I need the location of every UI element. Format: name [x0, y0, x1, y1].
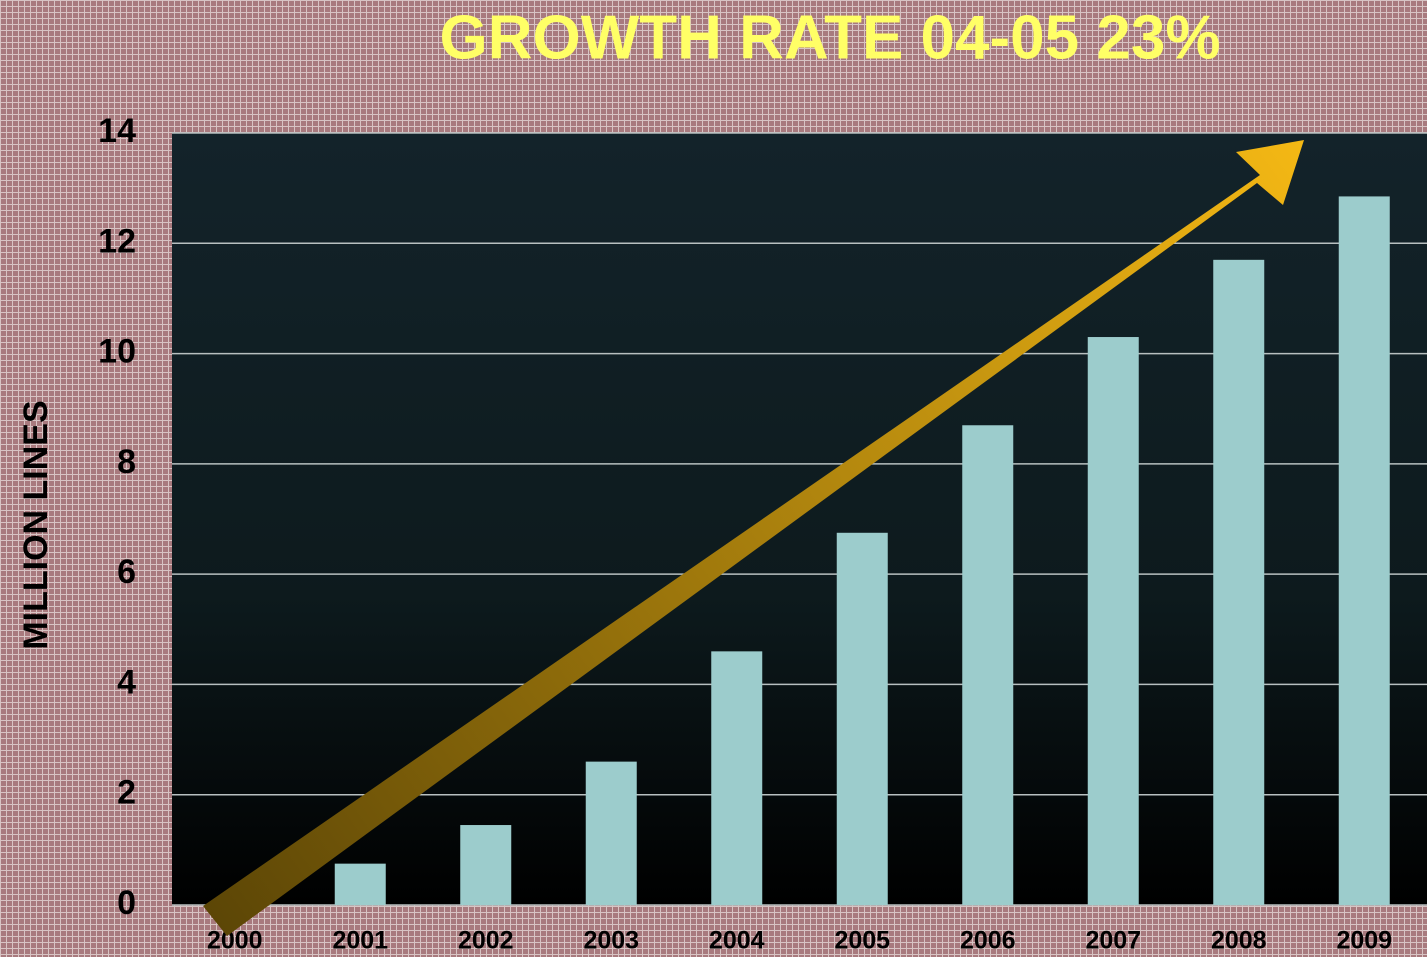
y-tick-label: 10: [98, 333, 136, 371]
trend-arrow: [203, 140, 1304, 936]
x-tick-label: 2000: [207, 927, 263, 955]
bar: [836, 532, 888, 905]
y-tick-label: 2: [117, 774, 136, 812]
x-tick-label: 2001: [332, 927, 388, 955]
bar: [1338, 196, 1390, 905]
bar: [1087, 337, 1139, 905]
y-tick-label: 4: [117, 663, 136, 701]
x-tick-label: 2007: [1085, 927, 1141, 955]
chart-title: GROWTH RATE 04-05 23%: [440, 3, 1221, 72]
y-tick-label: 12: [98, 222, 136, 260]
y-tick-label: 8: [117, 443, 136, 481]
y-tick-label: 14: [98, 112, 136, 150]
bar: [334, 863, 386, 905]
bar: [711, 651, 763, 905]
x-tick-label: 2003: [583, 927, 639, 955]
x-tick-label: 2009: [1336, 927, 1392, 955]
marks: 0 2 4 6 8 10 12 14 2000 2001 2002 2003 2004 2005 2006 2…: [98, 112, 1427, 955]
bar: [460, 825, 512, 905]
bar: [1213, 259, 1265, 905]
x-tick-label: 2008: [1211, 927, 1267, 955]
x-tick-label: 2002: [458, 927, 514, 955]
y-tick-label: 6: [117, 553, 136, 591]
y-tick-label: 0: [117, 884, 136, 922]
x-tick-label: 2005: [834, 927, 890, 955]
x-tick-label: 2006: [960, 927, 1016, 955]
bar: [585, 761, 637, 905]
bar: [962, 425, 1014, 905]
y-axis-label: MILLION LINES: [17, 400, 55, 649]
x-tick-label: 2004: [709, 927, 765, 955]
